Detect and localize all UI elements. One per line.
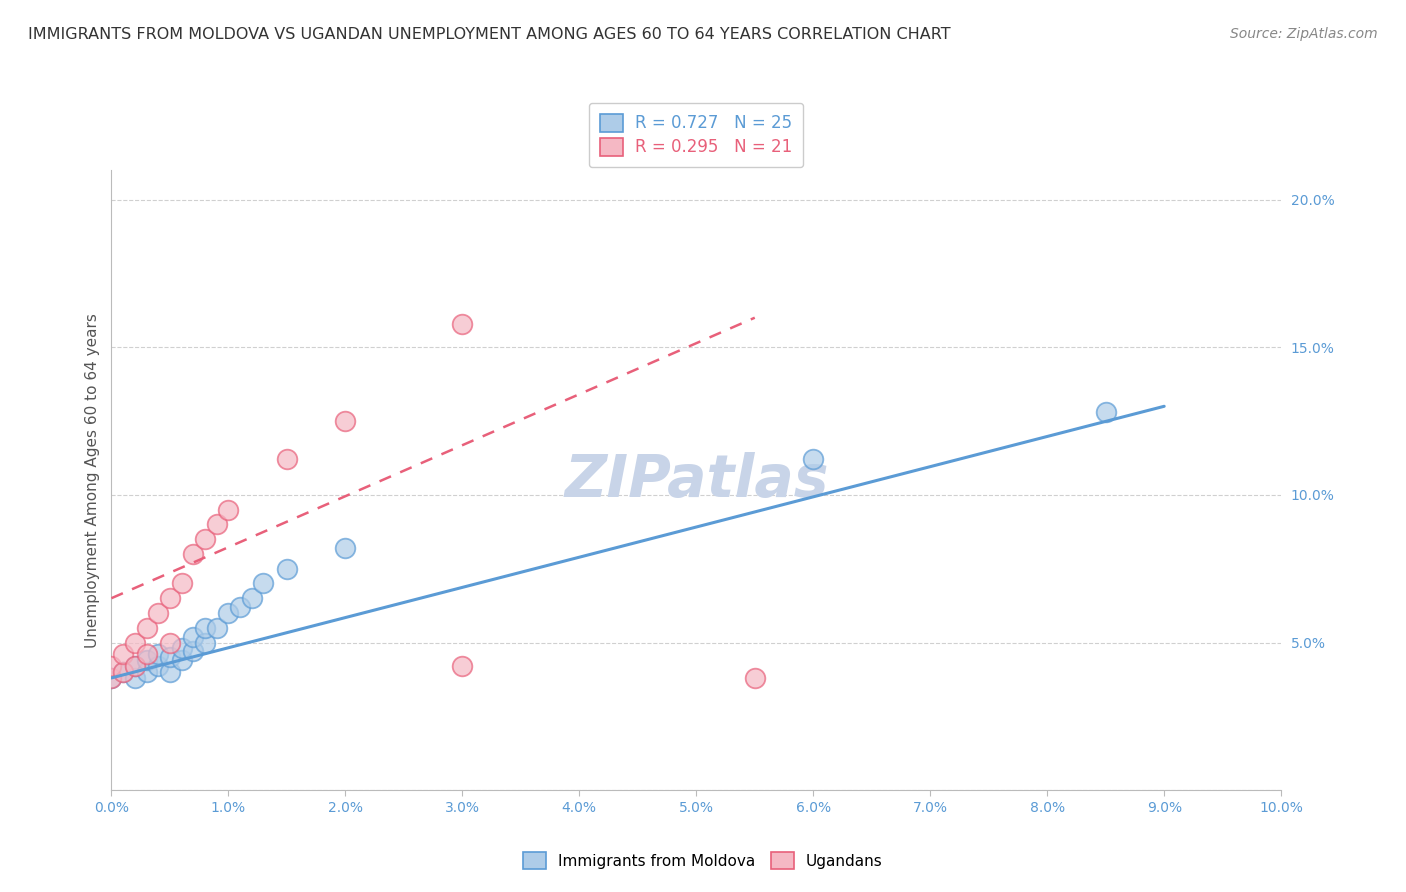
Point	[170, 641, 193, 656]
Point	[194, 621, 217, 635]
Point	[240, 591, 263, 606]
Point	[148, 659, 170, 673]
Point	[112, 648, 135, 662]
Point	[229, 600, 252, 615]
Point	[801, 452, 824, 467]
Point	[159, 665, 181, 679]
Point	[335, 541, 357, 555]
Point	[100, 671, 122, 685]
Point	[170, 653, 193, 667]
Point	[181, 630, 204, 644]
Point	[159, 591, 181, 606]
Point	[194, 532, 217, 546]
Point	[148, 648, 170, 662]
Point	[181, 547, 204, 561]
Point	[205, 621, 228, 635]
Point	[135, 653, 157, 667]
Point	[100, 671, 122, 685]
Point	[1094, 405, 1116, 419]
Point	[112, 665, 135, 679]
Point	[451, 659, 474, 673]
Legend: R = 0.727   N = 25, R = 0.295   N = 21: R = 0.727 N = 25, R = 0.295 N = 21	[589, 103, 803, 167]
Point	[335, 414, 357, 428]
Point	[124, 659, 146, 673]
Point	[744, 671, 766, 685]
Point	[170, 576, 193, 591]
Legend: Immigrants from Moldova, Ugandans: Immigrants from Moldova, Ugandans	[517, 846, 889, 875]
Y-axis label: Unemployment Among Ages 60 to 64 years: Unemployment Among Ages 60 to 64 years	[86, 313, 100, 648]
Point	[135, 621, 157, 635]
Text: Source: ZipAtlas.com: Source: ZipAtlas.com	[1230, 27, 1378, 41]
Point	[276, 452, 298, 467]
Text: IMMIGRANTS FROM MOLDOVA VS UGANDAN UNEMPLOYMENT AMONG AGES 60 TO 64 YEARS CORREL: IMMIGRANTS FROM MOLDOVA VS UGANDAN UNEMP…	[28, 27, 950, 42]
Point	[276, 562, 298, 576]
Point	[217, 606, 239, 620]
Point	[217, 502, 239, 516]
Point	[124, 635, 146, 649]
Point	[159, 635, 181, 649]
Point	[124, 659, 146, 673]
Point	[451, 317, 474, 331]
Point	[124, 671, 146, 685]
Point	[181, 644, 204, 658]
Point	[148, 606, 170, 620]
Point	[100, 659, 122, 673]
Point	[205, 517, 228, 532]
Point	[135, 665, 157, 679]
Point	[135, 648, 157, 662]
Text: ZIPatlas: ZIPatlas	[564, 451, 828, 508]
Point	[159, 650, 181, 665]
Point	[112, 665, 135, 679]
Point	[252, 576, 274, 591]
Point	[194, 635, 217, 649]
